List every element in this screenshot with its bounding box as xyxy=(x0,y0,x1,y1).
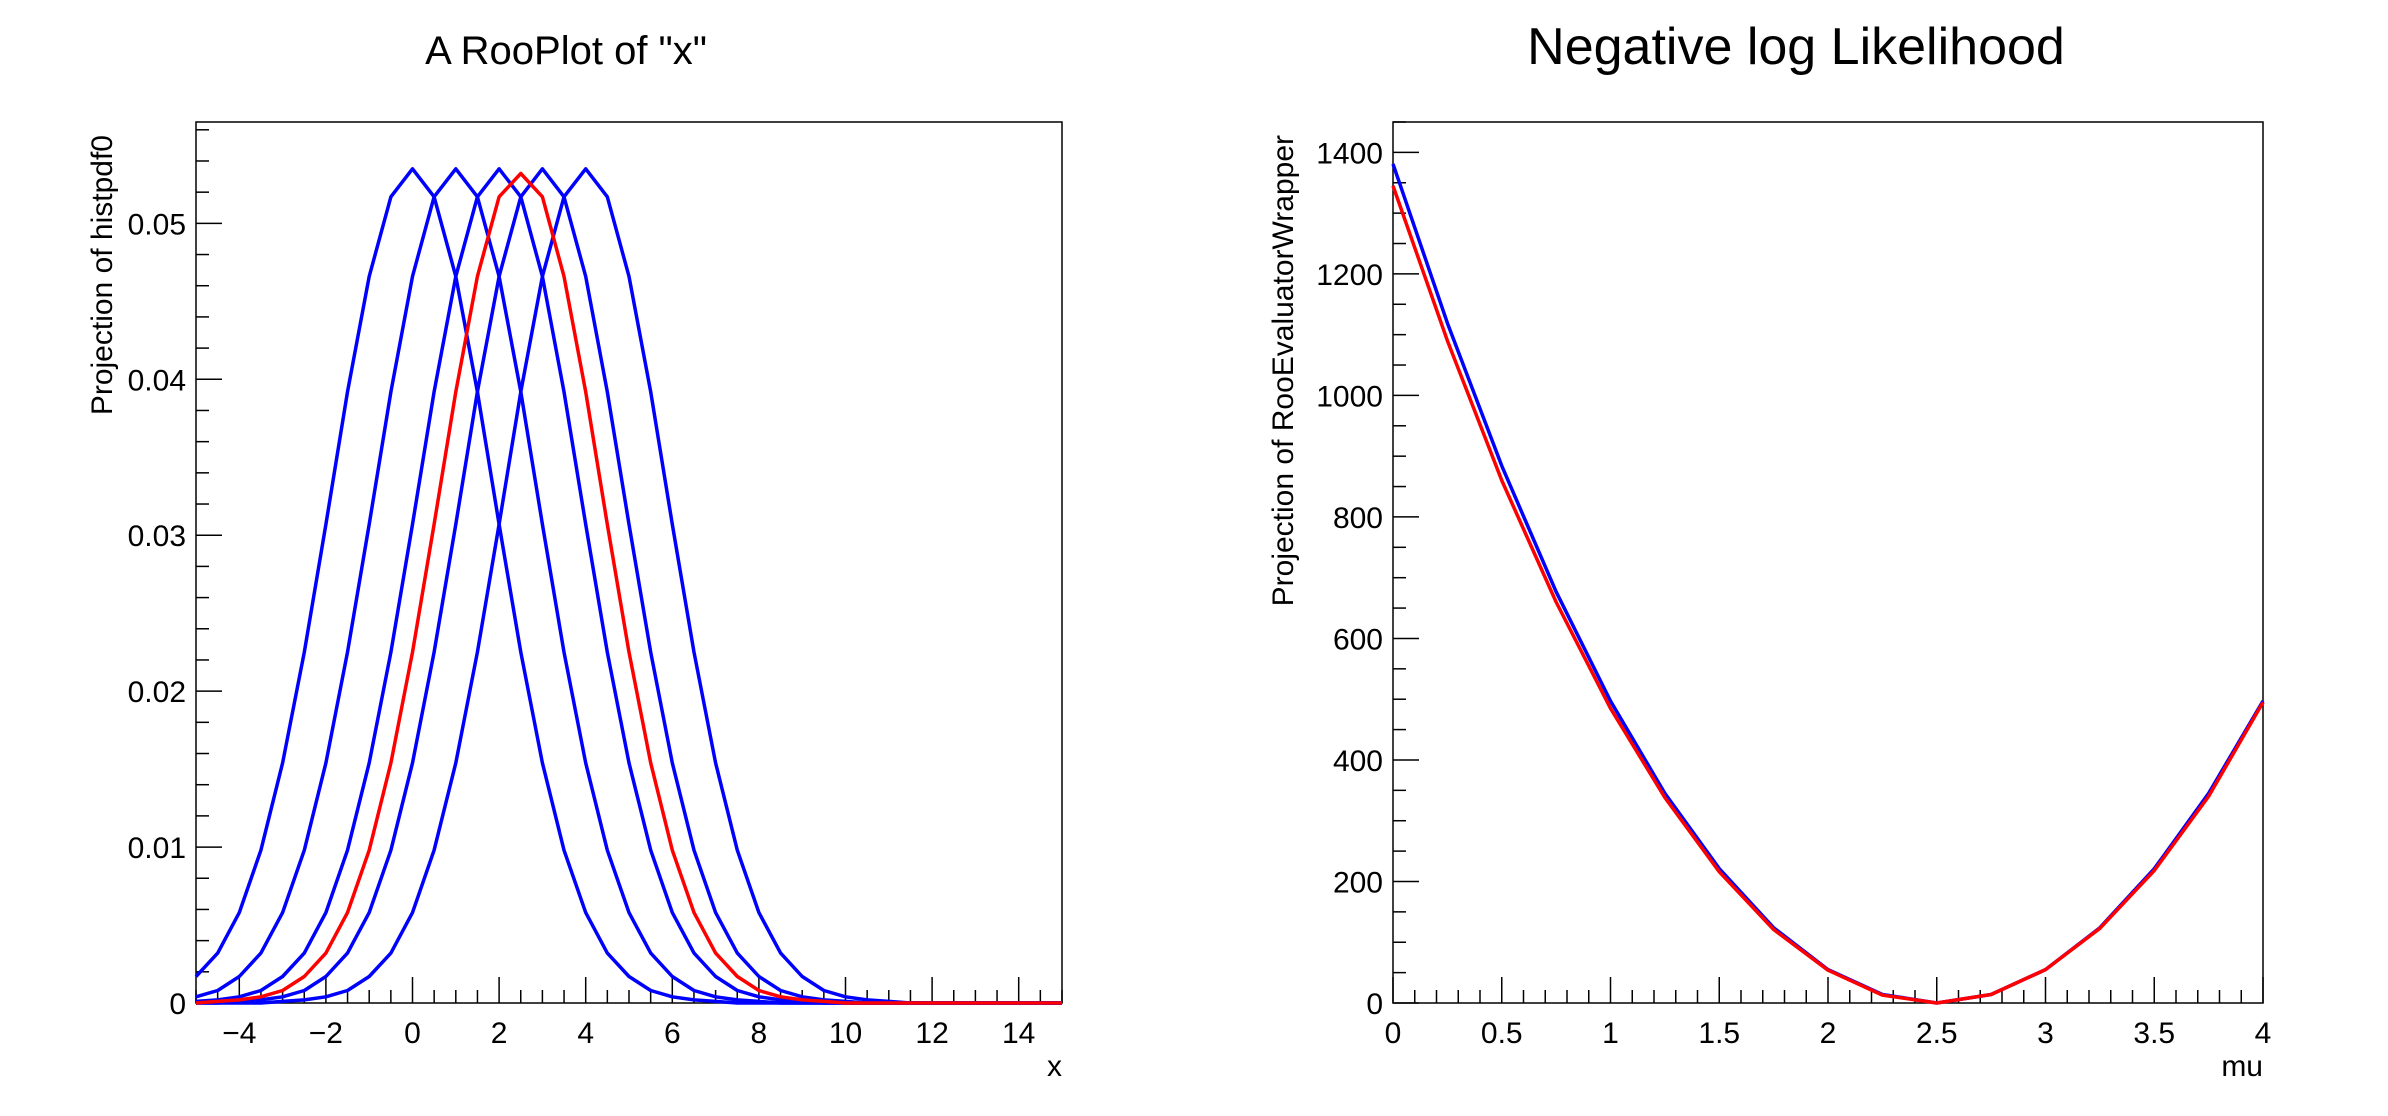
series-line-5-red xyxy=(195,171,1062,1005)
x-tick-label: 0.5 xyxy=(1481,1017,1523,1050)
x-tick-label: 2.5 xyxy=(1916,1017,1958,1050)
x-tick-label: 4 xyxy=(577,1017,594,1050)
x-tick-label: 0 xyxy=(1385,1017,1402,1050)
series-line-3-blue xyxy=(196,167,1062,1005)
y-axis-title: Projection of RooEvaluatorWrapper xyxy=(1267,135,1300,606)
x-tick-label: 14 xyxy=(1002,1017,1035,1050)
plot-title: A RooPlot of "x" xyxy=(425,29,707,73)
y-tick-label: 400 xyxy=(1333,745,1383,778)
y-tick-label: 800 xyxy=(1333,502,1383,535)
x-tick-label: 2 xyxy=(1820,1017,1837,1050)
right-plot-negative-log-likelihood: Negative log Likelihood mu Projection of… xyxy=(1267,18,2271,1083)
x-axis-title: mu xyxy=(2221,1050,2263,1083)
x-tick-label: 1 xyxy=(1602,1017,1619,1050)
series-line-1-blue xyxy=(195,167,1062,1005)
x-tick-label: −2 xyxy=(309,1017,343,1050)
y-tick-label: 0.04 xyxy=(128,364,186,397)
y-tick-label: 0 xyxy=(169,988,186,1021)
series-line-0-blue xyxy=(1391,163,2265,1005)
series-line-4-blue xyxy=(196,167,1062,1005)
y-tick-label: 0.02 xyxy=(128,676,186,709)
left-plot-rooplot-x: A RooPlot of "x" x Projection of histpdf… xyxy=(86,29,1063,1083)
x-tick-label: 1.5 xyxy=(1698,1017,1740,1050)
y-tick-label: 1200 xyxy=(1316,259,1383,292)
plot-frame xyxy=(1392,121,2264,1004)
series-line-0-blue xyxy=(194,167,1062,1005)
x-tick-label: 12 xyxy=(915,1017,948,1050)
x-tick-label: −4 xyxy=(222,1017,256,1050)
y-axis-title: Projection of histpdf0 xyxy=(86,135,119,415)
x-tick-label: 3 xyxy=(2037,1017,2054,1050)
y-tick-label: 200 xyxy=(1333,866,1383,899)
plot-frame xyxy=(195,121,1063,1004)
x-tick-label: 8 xyxy=(751,1017,768,1050)
y-tick-label: 0.05 xyxy=(128,208,186,241)
y-tick-label: 1400 xyxy=(1316,137,1383,170)
x-tick-label: 3.5 xyxy=(2133,1017,2175,1050)
plot-title: Negative log Likelihood xyxy=(1527,18,2065,76)
y-tick-label: 0.01 xyxy=(128,832,186,865)
series-line-1-red xyxy=(1391,185,2265,1005)
y-tick-label: 0.03 xyxy=(128,520,186,553)
x-tick-label: 4 xyxy=(2255,1017,2272,1050)
y-tick-label: 600 xyxy=(1333,623,1383,656)
x-tick-label: 0 xyxy=(404,1017,421,1050)
x-tick-label: 2 xyxy=(491,1017,508,1050)
x-tick-label: 10 xyxy=(829,1017,862,1050)
x-axis-title: x xyxy=(1047,1050,1062,1083)
x-tick-label: 6 xyxy=(664,1017,681,1050)
y-tick-label: 1000 xyxy=(1316,380,1383,413)
series-line-2-blue xyxy=(195,167,1062,1005)
y-tick-label: 0 xyxy=(1366,988,1383,1021)
